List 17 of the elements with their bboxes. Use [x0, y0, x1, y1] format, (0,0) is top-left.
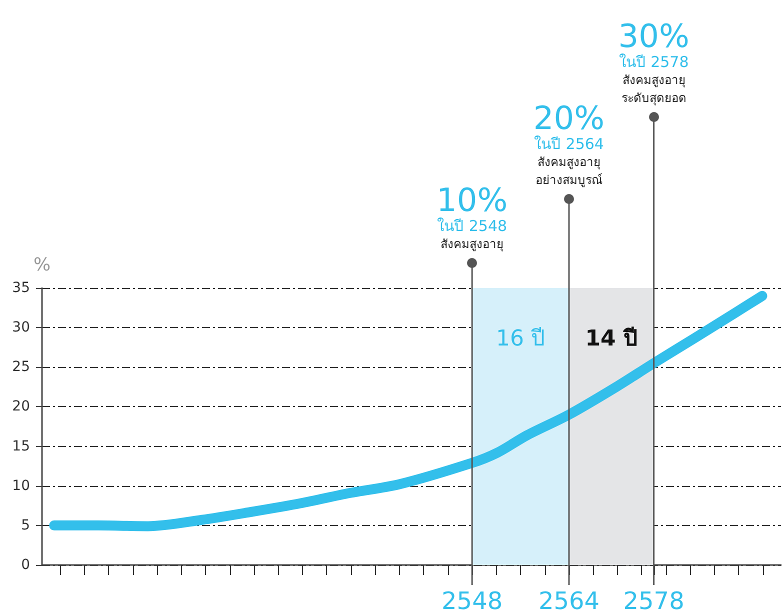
y-tick-label: 15 — [12, 438, 30, 454]
y-axis-title: % — [33, 254, 51, 276]
ref-line-label: 10% ในปี 2548 สังคมสูงอายุ — [436, 181, 508, 252]
ref-line-label: 20% ในปี 2564 สังคมสูงอายุ อย่างสมบูรณ์ — [533, 99, 605, 188]
band-label: 16 ปี — [496, 326, 546, 352]
y-tick-label: 25 — [12, 359, 30, 376]
y-tick-label: 20 — [12, 398, 30, 415]
band-label: 14 ปี — [585, 326, 638, 352]
x-tick-label: 2564 — [538, 587, 600, 615]
x-tick-label: 2578 — [623, 587, 684, 615]
y-tick-label: 10 — [12, 478, 30, 494]
y-tick-label: 35 — [12, 280, 30, 296]
y-tick-label: 0 — [21, 557, 30, 573]
ref-line-label: 30% ในปี 2578 สังคมสูงอายุ ระดับสุดยอด — [618, 17, 690, 106]
x-tick-label: 2548 — [442, 587, 503, 615]
y-tick-label: 30 — [12, 320, 30, 336]
y-tick-label: 5 — [21, 517, 30, 534]
